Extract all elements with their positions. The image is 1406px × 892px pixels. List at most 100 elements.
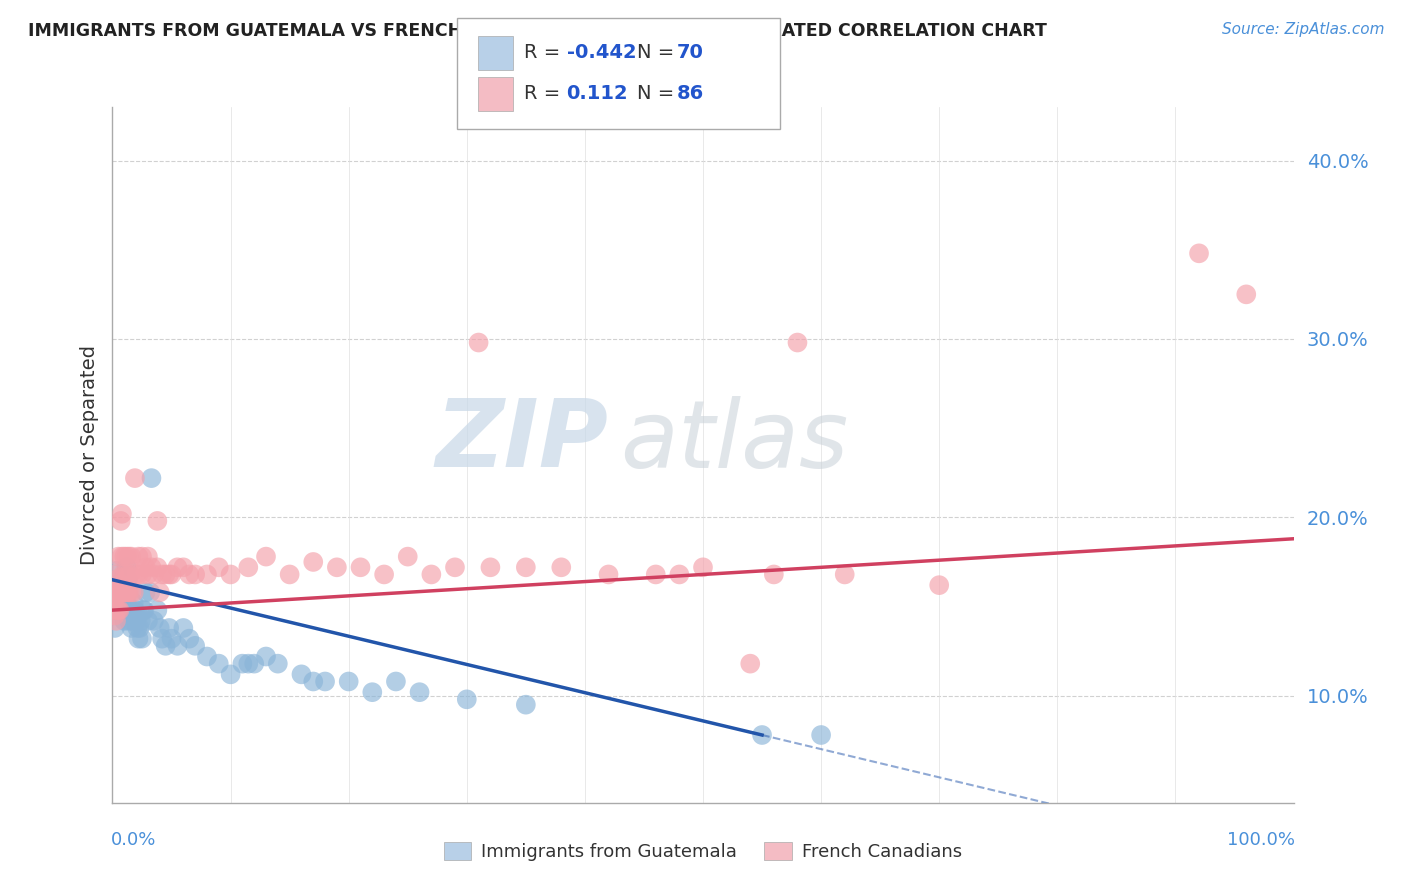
Point <box>692 560 714 574</box>
Point <box>326 560 349 574</box>
Point <box>142 614 165 628</box>
Point <box>810 728 832 742</box>
Point <box>125 567 148 582</box>
Point <box>740 657 762 671</box>
Point <box>127 567 149 582</box>
Point <box>834 567 856 582</box>
Point <box>751 728 773 742</box>
Point <box>762 567 785 582</box>
Point <box>105 585 128 599</box>
Point <box>114 585 136 599</box>
Point <box>127 608 149 623</box>
Point <box>105 573 128 587</box>
Point <box>104 567 127 582</box>
Point <box>786 335 808 350</box>
Point <box>107 591 129 605</box>
Point <box>124 603 146 617</box>
Point <box>172 621 194 635</box>
Point <box>120 621 142 635</box>
Point <box>105 564 128 578</box>
Point <box>107 578 129 592</box>
Point <box>135 585 157 599</box>
Point <box>408 685 430 699</box>
Point <box>121 614 143 628</box>
Point <box>149 585 172 599</box>
Point <box>129 614 152 628</box>
Point <box>120 603 142 617</box>
Text: atlas: atlas <box>620 395 849 486</box>
Point <box>108 603 131 617</box>
Point <box>120 585 142 599</box>
Point <box>124 471 146 485</box>
Point <box>136 567 159 582</box>
Point <box>104 621 127 635</box>
Point <box>134 603 156 617</box>
Point <box>122 585 145 599</box>
Text: 70: 70 <box>676 43 703 62</box>
Point <box>112 567 135 582</box>
Point <box>103 591 125 605</box>
Point <box>105 585 128 599</box>
Point <box>219 567 242 582</box>
Point <box>150 567 173 582</box>
Point <box>115 560 138 574</box>
Point <box>114 567 136 582</box>
Point <box>107 549 129 564</box>
Point <box>112 614 135 628</box>
Point <box>118 585 141 599</box>
Point <box>302 674 325 689</box>
Point <box>184 567 207 582</box>
Point <box>131 549 153 564</box>
Point <box>105 603 128 617</box>
Point <box>467 335 489 350</box>
Point <box>208 657 231 671</box>
Point <box>118 614 141 628</box>
Point <box>103 603 125 617</box>
Point <box>361 685 384 699</box>
Point <box>105 603 128 617</box>
Point <box>172 560 194 574</box>
Point <box>118 549 141 564</box>
Point <box>115 585 138 599</box>
Text: ZIP: ZIP <box>436 395 609 487</box>
Point <box>127 621 149 635</box>
Point <box>668 567 690 582</box>
Text: IMMIGRANTS FROM GUATEMALA VS FRENCH CANADIAN DIVORCED OR SEPARATED CORRELATION C: IMMIGRANTS FROM GUATEMALA VS FRENCH CANA… <box>28 22 1047 40</box>
Text: 86: 86 <box>676 84 703 103</box>
Point <box>373 567 395 582</box>
Point <box>115 549 138 564</box>
Point <box>104 603 127 617</box>
Point <box>117 585 139 599</box>
Point <box>149 621 172 635</box>
Point <box>112 585 135 599</box>
Point <box>150 632 173 646</box>
Point <box>111 549 134 564</box>
Point <box>122 596 145 610</box>
Point <box>120 549 142 564</box>
Text: R =: R = <box>524 43 567 62</box>
Text: -0.442: -0.442 <box>567 43 637 62</box>
Point <box>110 578 132 592</box>
Point <box>127 549 149 564</box>
Point <box>385 674 408 689</box>
Point <box>111 585 134 599</box>
Point <box>131 567 153 582</box>
Text: 0.0%: 0.0% <box>111 830 156 848</box>
Point <box>155 639 177 653</box>
Point <box>136 549 159 564</box>
Point <box>231 657 253 671</box>
Text: 100.0%: 100.0% <box>1226 830 1295 848</box>
Point <box>337 674 360 689</box>
Point <box>146 514 169 528</box>
Point <box>420 567 443 582</box>
Point <box>128 621 150 635</box>
Point <box>112 549 135 564</box>
Point <box>314 674 336 689</box>
Point <box>166 560 188 574</box>
Point <box>108 578 131 592</box>
Point <box>120 603 142 617</box>
Point <box>105 585 128 599</box>
Point <box>184 639 207 653</box>
Point <box>146 603 169 617</box>
Point <box>105 614 128 628</box>
